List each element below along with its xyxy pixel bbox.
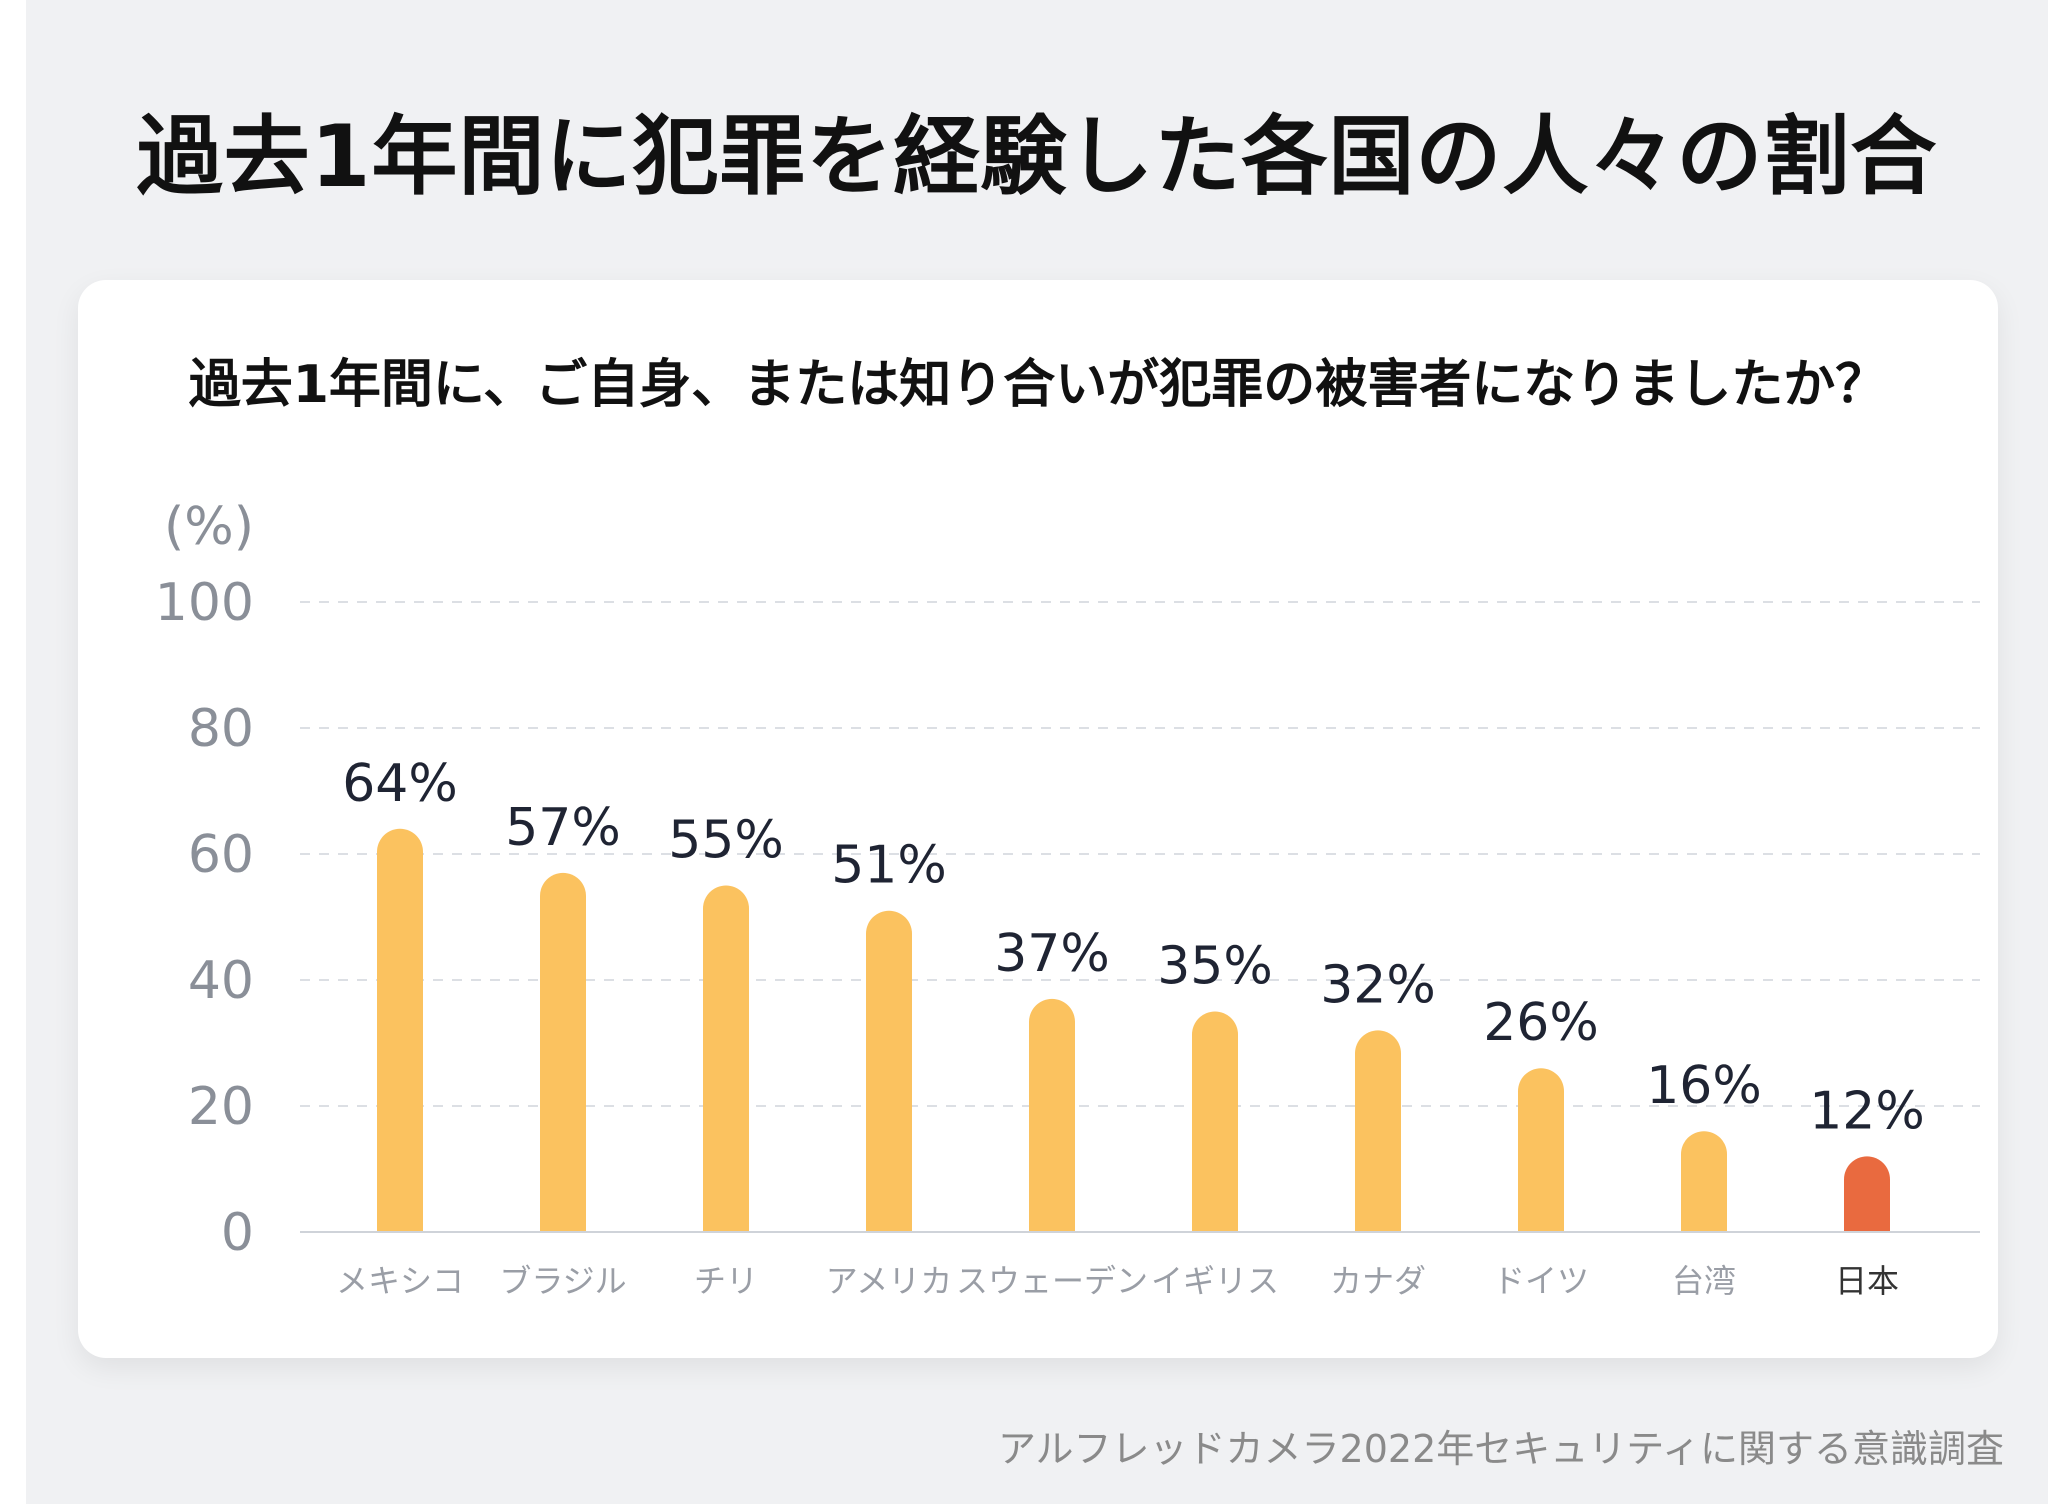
value-label: 51% <box>831 836 947 896</box>
bar <box>703 885 749 1231</box>
category-label: カナダ <box>1330 1262 1426 1300</box>
category-label: 台湾 <box>1672 1262 1736 1300</box>
y-tick-label: 100 <box>155 573 254 633</box>
category-label: チリ <box>694 1262 758 1300</box>
page-title: 過去1年間に犯罪を経験した各国の人々の割合 <box>136 107 1938 207</box>
category-label: 日本 <box>1835 1262 1899 1300</box>
bar <box>1192 1011 1238 1231</box>
category-label: ブラジル <box>499 1262 626 1300</box>
bar <box>1518 1068 1564 1231</box>
bar <box>377 828 423 1231</box>
category-label: ドイツ <box>1493 1262 1589 1300</box>
bar <box>866 910 912 1231</box>
bar-chart: (%) 0 20 40 60 80 100 64% メキシコ 57% ブラジル 55% チリ 51% アメリ… <box>155 497 1980 1300</box>
survey-question: 過去1年間に、ご自身、または知り合いが犯罪の被害者になりましたか？ <box>188 355 1888 415</box>
value-label: 64% <box>342 754 458 814</box>
category-label: アメリカ <box>826 1262 952 1300</box>
value-label: 57% <box>505 798 621 858</box>
y-tick-label: 80 <box>188 699 254 759</box>
y-tick-label: 60 <box>188 825 254 885</box>
value-label: 32% <box>1320 955 1436 1015</box>
value-label: 35% <box>1157 937 1273 997</box>
value-label: 12% <box>1809 1081 1925 1141</box>
chart-card: 過去1年間に、ご自身、または知り合いが犯罪の被害者になりましたか？ (%) 0 20… <box>78 280 1998 1358</box>
bar <box>1681 1131 1727 1231</box>
bar <box>1844 1156 1890 1231</box>
bar <box>540 872 586 1231</box>
category-label: スウェーデン <box>956 1262 1148 1300</box>
y-tick-label: 0 <box>221 1203 254 1263</box>
y-tick-label: 20 <box>188 1077 254 1137</box>
value-label: 37% <box>994 924 1110 984</box>
category-label: イギリス <box>1151 1262 1279 1300</box>
bar <box>1029 998 1075 1231</box>
infographic: 過去1年間に犯罪を経験した各国の人々の割合 過去1年間に、ご自身、または知り合い… <box>26 0 2048 1504</box>
source-note: アルフレッドカメラ2022年セキュリティに関する意識調査 <box>997 1427 2004 1471</box>
y-tick-label: 40 <box>188 951 254 1011</box>
bar <box>1355 1030 1401 1231</box>
value-label: 16% <box>1646 1056 1762 1116</box>
value-label: 55% <box>668 811 784 871</box>
y-unit-label: (%) <box>164 497 254 557</box>
category-label: メキシコ <box>336 1262 464 1300</box>
value-label: 26% <box>1483 993 1599 1053</box>
